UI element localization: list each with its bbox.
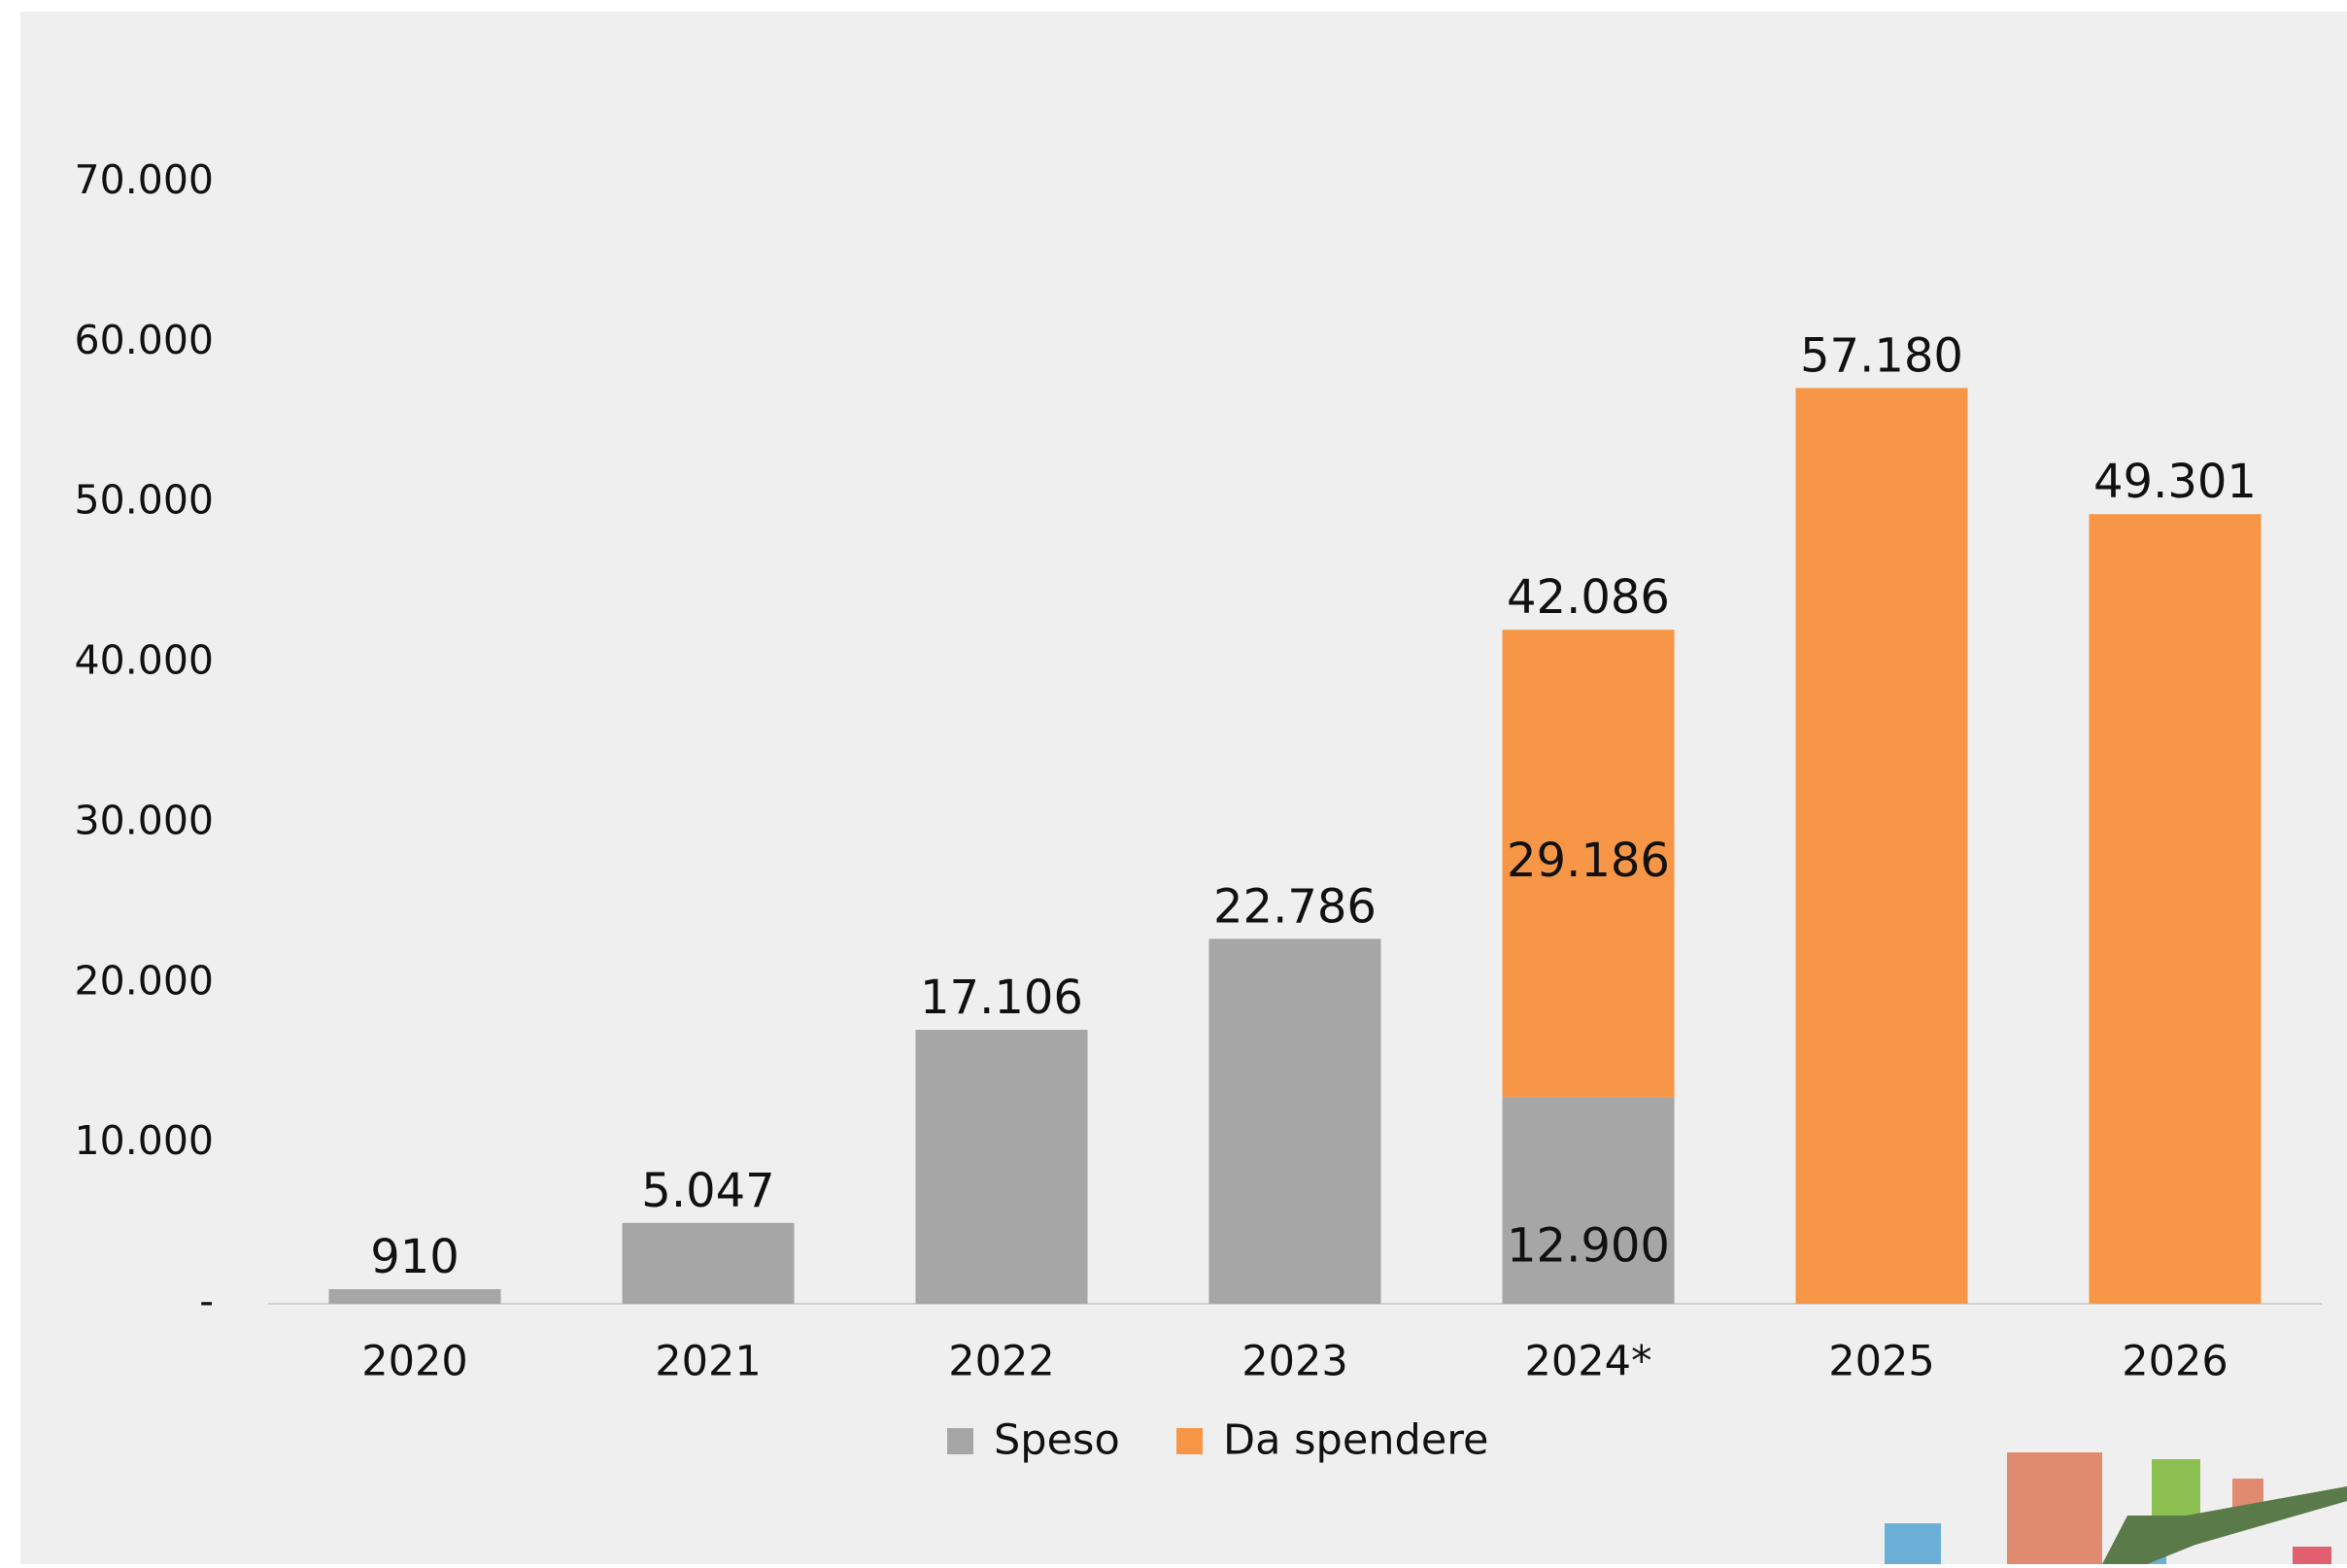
total-label: 57.180 xyxy=(1800,328,1963,383)
legend-label: Da spendere xyxy=(1223,1416,1488,1465)
chart-background xyxy=(20,12,2347,1564)
y-tick-label: 20.000 xyxy=(75,957,214,1004)
total-label: 17.106 xyxy=(920,971,1083,1025)
legend-swatch xyxy=(1176,1428,1203,1454)
total-label: 49.301 xyxy=(2093,455,2257,509)
y-tick-label: 60.000 xyxy=(75,317,214,363)
bar-segment xyxy=(1208,938,1381,1304)
x-tick-label: 2024* xyxy=(1525,1338,1652,1386)
y-tick-label: 40.000 xyxy=(75,637,214,684)
x-tick-label: 2021 xyxy=(655,1338,761,1386)
bar-segment xyxy=(1795,388,1968,1304)
x-tick-label: 2026 xyxy=(2122,1338,2228,1386)
total-label: 22.786 xyxy=(1213,879,1377,934)
decoration xyxy=(1885,1452,2347,1564)
x-tick-label: 2023 xyxy=(1242,1338,1347,1386)
x-tick-label: 2020 xyxy=(361,1338,467,1386)
bar-segment xyxy=(1502,1097,1675,1304)
x-tick-label: 2022 xyxy=(948,1338,1054,1386)
y-tick-label: 10.000 xyxy=(75,1117,214,1164)
segment-label: 12.900 xyxy=(1507,1219,1670,1274)
total-label: 910 xyxy=(370,1230,459,1284)
legend-swatch xyxy=(947,1428,973,1454)
x-tick-label: 2025 xyxy=(1828,1338,1934,1386)
bar-segment xyxy=(1502,630,1675,1098)
bar-segment xyxy=(2089,514,2262,1304)
bar-segment xyxy=(328,1288,501,1304)
y-tick-label: - xyxy=(199,1278,214,1324)
y-tick-label: 30.000 xyxy=(75,797,214,843)
y-tick-label: 70.000 xyxy=(75,156,214,203)
segment-label: 29.186 xyxy=(1507,834,1670,888)
legend-label: Speso xyxy=(994,1416,1120,1465)
total-label: 42.086 xyxy=(1507,570,1670,625)
y-tick-label: 50.000 xyxy=(75,477,214,524)
bar-segment xyxy=(915,1029,1088,1304)
bar-segment xyxy=(622,1222,795,1304)
total-label: 5.047 xyxy=(641,1164,774,1218)
